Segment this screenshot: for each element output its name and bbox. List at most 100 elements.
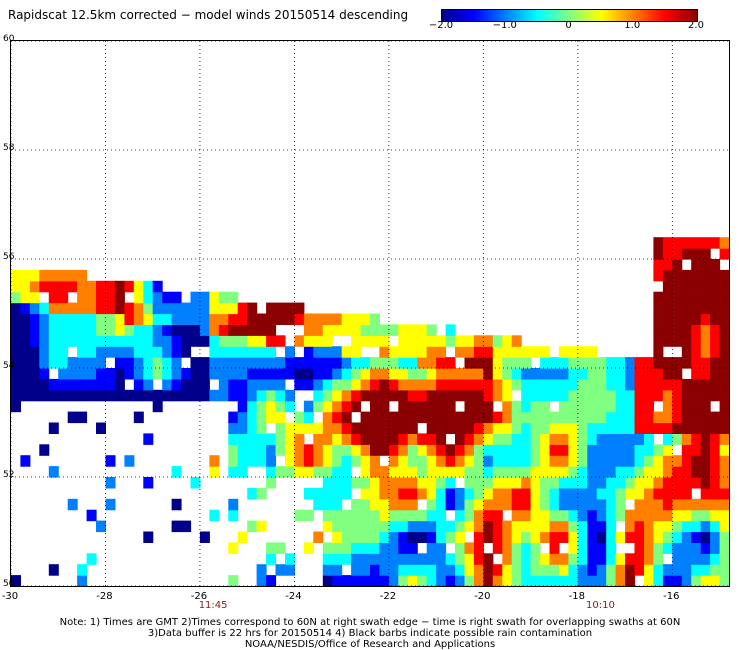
swath-cell bbox=[653, 389, 664, 402]
swath-cell bbox=[29, 302, 40, 315]
swath-cell bbox=[540, 411, 551, 424]
swath-cell bbox=[662, 487, 673, 500]
swath-cell bbox=[209, 302, 220, 315]
swath-cell bbox=[606, 378, 617, 391]
swath-cell bbox=[426, 444, 437, 456]
swath-cell bbox=[681, 280, 692, 293]
swath-cell bbox=[511, 357, 522, 369]
swath-cell bbox=[171, 498, 182, 511]
swath-cell bbox=[502, 520, 513, 533]
swath-cell bbox=[615, 564, 626, 576]
swath-cell bbox=[587, 368, 598, 380]
swath-cell bbox=[634, 368, 645, 380]
swath-cell bbox=[445, 324, 456, 336]
swath-cell bbox=[294, 444, 305, 456]
swath-cell bbox=[719, 498, 729, 511]
swath-cell bbox=[615, 575, 626, 586]
swath-cell bbox=[114, 291, 125, 304]
swath-cell bbox=[96, 291, 106, 304]
swath-cell bbox=[96, 389, 106, 402]
swath-cell bbox=[719, 422, 729, 434]
lon-label: -18 bbox=[568, 591, 585, 602]
swath-cell bbox=[152, 368, 163, 380]
swath-cell bbox=[426, 455, 437, 467]
swath-cell bbox=[464, 433, 475, 445]
swath-cell bbox=[379, 324, 390, 336]
swath-cell bbox=[332, 575, 343, 586]
swath-cell bbox=[370, 498, 380, 511]
swath-cell bbox=[558, 553, 569, 565]
swath-cell bbox=[691, 411, 702, 424]
swath-cell bbox=[86, 368, 97, 380]
swath-cell bbox=[275, 564, 286, 576]
swath-cell bbox=[492, 433, 503, 445]
swath-cell bbox=[549, 509, 560, 522]
swath-cell bbox=[530, 455, 541, 467]
swath-cell bbox=[322, 422, 333, 434]
swath-cell bbox=[256, 564, 267, 576]
swath-cell bbox=[218, 357, 229, 369]
swath-cell bbox=[473, 378, 484, 391]
swath-cell bbox=[171, 466, 182, 478]
swath-cell bbox=[672, 237, 683, 249]
swath-cell bbox=[700, 269, 711, 282]
swath-cell bbox=[719, 302, 729, 315]
swath-cell bbox=[58, 368, 69, 380]
swath-cell bbox=[266, 444, 277, 456]
swath-cell bbox=[653, 302, 664, 315]
swath-cell bbox=[615, 487, 626, 500]
swath-cell bbox=[672, 378, 683, 391]
swath-cell bbox=[455, 498, 465, 511]
swath-cell bbox=[710, 302, 721, 315]
swath-cell bbox=[464, 378, 475, 391]
swath-cell bbox=[672, 269, 683, 282]
swath-cell bbox=[653, 477, 664, 489]
swath-cell bbox=[606, 368, 617, 380]
swath-cell bbox=[58, 378, 69, 391]
swath-cell bbox=[549, 553, 560, 565]
swath-cell bbox=[549, 368, 560, 380]
swath-cell bbox=[653, 237, 664, 249]
swath-cell bbox=[275, 378, 286, 391]
swath-cell bbox=[181, 520, 192, 533]
swath-cell bbox=[417, 411, 428, 424]
swath-cell bbox=[587, 520, 598, 533]
swath-cell bbox=[568, 433, 579, 445]
swath-cell bbox=[549, 466, 560, 478]
swath-cell bbox=[483, 531, 494, 543]
swath-cell bbox=[351, 368, 362, 380]
swath-cell bbox=[379, 368, 390, 380]
swath-cell bbox=[190, 291, 201, 304]
swath-cell bbox=[606, 357, 617, 369]
swath-cell bbox=[511, 575, 522, 586]
swath-cell bbox=[596, 509, 607, 522]
swath-cell bbox=[445, 378, 456, 391]
swath-cell bbox=[625, 466, 636, 478]
swath-cell bbox=[398, 335, 409, 347]
swath-cell bbox=[228, 335, 239, 347]
swath-cell bbox=[540, 444, 551, 456]
swath-cell bbox=[511, 433, 522, 445]
swath-cell bbox=[181, 389, 192, 402]
swath-cell bbox=[388, 520, 399, 533]
swath-cell bbox=[549, 411, 560, 424]
swath-cell bbox=[483, 477, 494, 489]
swath-cell bbox=[710, 378, 721, 391]
swath-cell bbox=[719, 389, 729, 402]
swath-cell bbox=[322, 368, 333, 380]
swath-cell bbox=[455, 411, 465, 424]
swath-cell bbox=[492, 368, 503, 380]
swath-cell bbox=[530, 477, 541, 489]
swath-cell bbox=[388, 444, 399, 456]
swath-cell bbox=[426, 400, 437, 413]
swath-cell bbox=[700, 280, 711, 293]
swath-cell bbox=[379, 466, 390, 478]
swath-cell bbox=[521, 368, 532, 380]
swath-cell bbox=[417, 400, 428, 413]
swath-cell bbox=[653, 498, 664, 511]
swath-cell bbox=[681, 509, 692, 522]
swath-cell bbox=[455, 509, 465, 522]
swath-cell bbox=[473, 498, 484, 511]
swath-cell bbox=[596, 466, 607, 478]
swath-cell bbox=[29, 335, 40, 347]
